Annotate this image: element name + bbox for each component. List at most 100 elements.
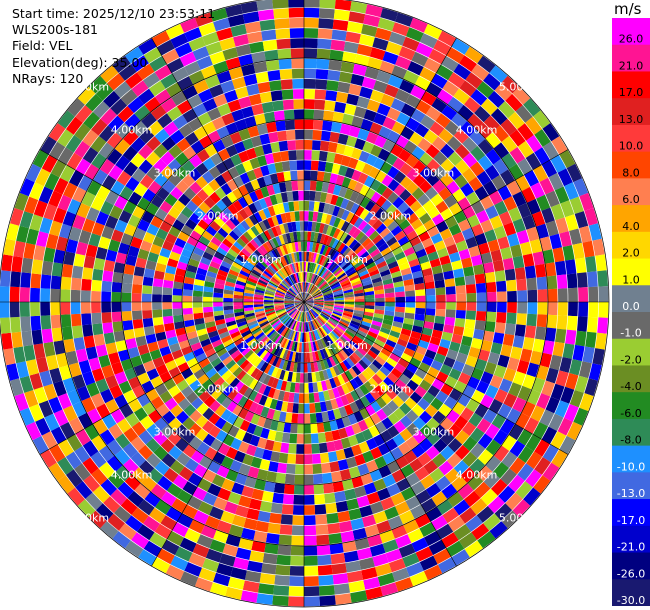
velocity-gate (431, 265, 443, 275)
velocity-gate (285, 350, 291, 361)
velocity-gate (99, 429, 115, 446)
velocity-gate (283, 422, 292, 433)
velocity-gate (228, 230, 240, 241)
velocity-gate (477, 433, 493, 449)
velocity-gate (29, 373, 43, 390)
velocity-gate (164, 272, 175, 282)
velocity-gate (338, 406, 348, 418)
velocity-gate (285, 329, 292, 339)
velocity-gate (341, 261, 351, 270)
velocity-gate (364, 305, 375, 310)
velocity-gate (216, 126, 230, 139)
velocity-gate (304, 292, 306, 302)
velocity-gate (426, 417, 440, 431)
velocity-gate (247, 320, 258, 327)
velocity-gate (499, 378, 513, 393)
velocity-gate (515, 412, 530, 429)
velocity-gate (62, 377, 77, 393)
velocity-gate (289, 308, 297, 316)
velocity-gate (349, 340, 359, 350)
velocity-gate (76, 385, 91, 401)
velocity-gate (267, 314, 277, 321)
velocity-gate (234, 287, 245, 293)
velocity-gate (536, 365, 549, 381)
velocity-gate (536, 276, 548, 290)
velocity-gate (313, 201, 320, 212)
velocity-gate (132, 385, 146, 399)
velocity-gate (244, 244, 254, 255)
velocity-gate (242, 11, 260, 24)
velocity-gate (406, 562, 424, 577)
velocity-gate (227, 491, 242, 505)
velocity-gate (172, 308, 183, 316)
velocity-gate (163, 279, 174, 289)
velocity-gate (359, 86, 373, 99)
velocity-gate (254, 289, 265, 294)
velocity-gate (270, 141, 281, 153)
velocity-gate (304, 322, 306, 332)
velocity-gate (25, 163, 42, 183)
velocity-gate (304, 484, 315, 495)
velocity-gate (351, 352, 362, 362)
velocity-gate (485, 148, 501, 165)
velocity-gate (509, 129, 526, 147)
velocity-gate (159, 200, 173, 214)
velocity-gate (57, 110, 75, 129)
velocity-gate (152, 286, 163, 295)
velocity-gate (239, 326, 250, 334)
velocity-gate (464, 540, 483, 558)
velocity-gate (323, 390, 331, 401)
velocity-gate (288, 586, 304, 597)
velocity-gate (274, 306, 285, 310)
velocity-gate (253, 329, 263, 338)
velocity-gate (264, 295, 274, 299)
velocity-gate (414, 283, 425, 291)
colorbar-band (612, 338, 650, 366)
velocity-gate (244, 260, 255, 269)
velocity-gate (382, 116, 396, 130)
velocity-gate (525, 152, 542, 170)
velocity-gate (323, 482, 335, 494)
velocity-gate (550, 154, 567, 173)
velocity-gate (448, 368, 462, 381)
velocity-gate (487, 352, 500, 365)
velocity-gate (171, 244, 184, 255)
velocity-gate (500, 246, 513, 260)
velocity-gate (477, 155, 493, 171)
velocity-gate (304, 299, 314, 302)
velocity-gate (304, 7, 320, 18)
velocity-gate (453, 128, 469, 144)
velocity-gate (332, 111, 344, 123)
velocity-gate (557, 302, 568, 316)
velocity-gate (575, 257, 587, 274)
velocity-gate (265, 353, 274, 364)
velocity-gate (53, 207, 67, 224)
velocity-gate (569, 390, 584, 408)
velocity-gate (433, 322, 444, 332)
velocity-gate (95, 246, 108, 260)
velocity-gate (123, 264, 135, 275)
velocity-gate (381, 404, 394, 417)
velocity-gate (461, 257, 473, 269)
velocity-gate (415, 289, 426, 297)
velocity-gate (48, 396, 63, 414)
velocity-gate (548, 413, 564, 431)
velocity-gate (514, 324, 526, 337)
start-time-label: Start time: 2025/12/10 23:53:11 (12, 6, 216, 21)
velocity-gate (294, 300, 304, 302)
velocity-gate (372, 234, 383, 245)
velocity-gate (468, 176, 483, 192)
velocity-gate (82, 267, 94, 280)
velocity-gate (176, 410, 189, 424)
velocity-gate (304, 300, 314, 302)
velocity-gate (424, 244, 437, 255)
colorbar-band (612, 151, 650, 179)
velocity-gate (319, 314, 328, 322)
velocity-gate (304, 302, 307, 312)
velocity-gate (226, 277, 237, 284)
velocity-gate (351, 228, 362, 239)
velocity-gate (93, 418, 108, 435)
velocity-gate (263, 299, 274, 302)
velocity-gate (247, 31, 263, 44)
